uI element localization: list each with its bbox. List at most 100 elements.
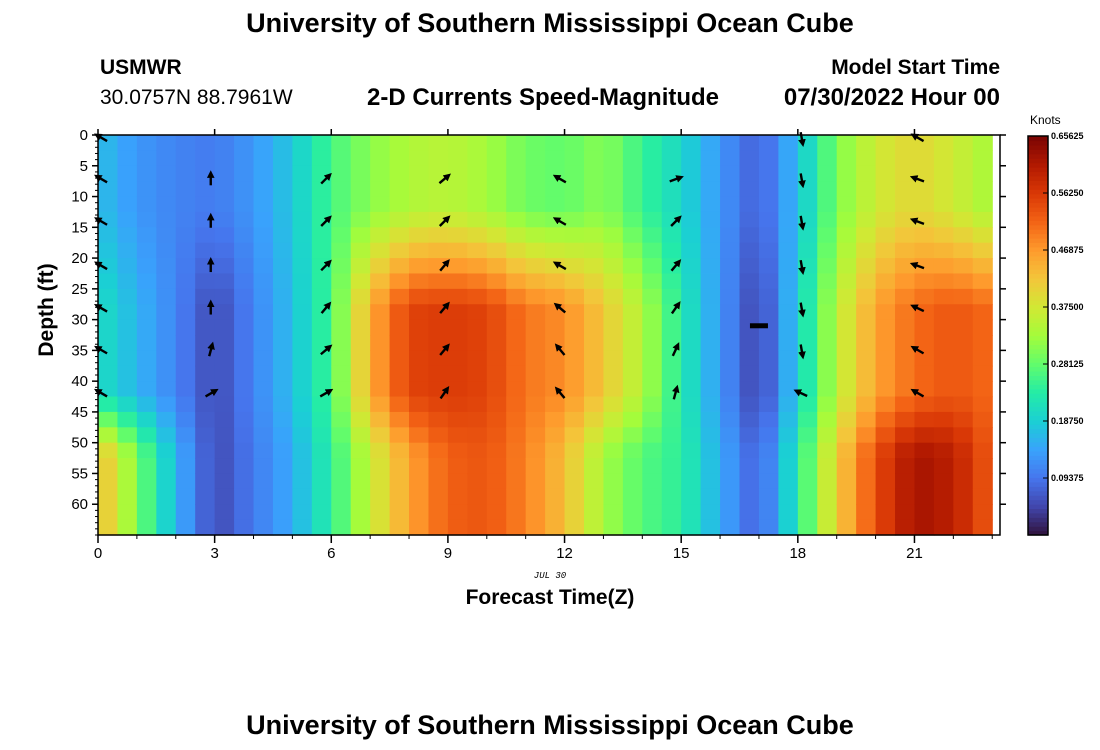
heatmap-cell [797, 427, 818, 444]
heatmap-cell [428, 504, 449, 521]
heatmap-cell [350, 519, 371, 536]
heatmap-cell [272, 473, 293, 490]
heatmap-cell [817, 504, 838, 521]
heatmap-cell [739, 150, 760, 167]
heatmap-cell [758, 165, 779, 182]
heatmap-cell [545, 196, 566, 213]
heatmap-cell [98, 381, 119, 398]
heatmap-cell [933, 196, 954, 213]
heatmap-cell [117, 150, 138, 167]
y-axis: 0 5 10 15 20 25 30 35 40 45 50 55 60 [71, 127, 1006, 536]
heatmap-cell [564, 504, 585, 521]
heatmap-cell [836, 288, 857, 305]
heatmap-cell [447, 411, 468, 428]
heatmap-cell [856, 519, 877, 536]
heatmap-cell [875, 365, 896, 382]
colorbar-segment [1028, 437, 1048, 443]
heatmap-cell [311, 504, 332, 521]
heatmap-cell [836, 427, 857, 444]
heatmap-cell [720, 196, 741, 213]
heatmap-cell [622, 319, 643, 336]
heatmap-cell [895, 196, 916, 213]
heatmap-cell [681, 473, 702, 490]
heatmap-cell [486, 288, 507, 305]
heatmap-cell [253, 242, 274, 259]
heatmap-cell [895, 350, 916, 367]
heatmap-cell [836, 165, 857, 182]
heatmap-cell [700, 242, 721, 259]
heatmap-cell [370, 150, 391, 167]
heatmap-cell [720, 165, 741, 182]
heatmap-cell [195, 442, 216, 459]
colorbar-segment [1028, 468, 1048, 474]
colorbar-tick-label: 0.46875 [1051, 245, 1084, 255]
heatmap-cell [311, 442, 332, 459]
heatmap-cell [389, 211, 410, 228]
heatmap-cell [292, 519, 313, 536]
heatmap-cell [856, 211, 877, 228]
y-tick-label: 40 [71, 373, 88, 390]
heatmap-cell [700, 196, 721, 213]
heatmap-cell [953, 273, 974, 290]
heatmap-cell [331, 350, 352, 367]
heatmap-cell [311, 150, 332, 167]
heatmap-cell [253, 335, 274, 351]
heatmap-cell [681, 227, 702, 244]
heatmap-cell [817, 427, 838, 444]
heatmap-cell [156, 442, 177, 459]
heatmap-cell [195, 458, 216, 475]
current-vector-arrow [438, 173, 451, 185]
colorbar-segment [1028, 269, 1048, 275]
heatmap-cell [370, 381, 391, 398]
heatmap-cell [603, 473, 624, 490]
heatmap-cell [506, 411, 527, 428]
heatmap-cell [486, 411, 507, 428]
current-vector-arrow [798, 259, 806, 276]
heatmap-cell [622, 488, 643, 505]
heatmap-cell [175, 427, 196, 444]
colorbar-segment [1028, 184, 1048, 190]
heatmap-cell [506, 150, 527, 167]
heatmap-cell [234, 135, 255, 151]
heatmap-cell [331, 319, 352, 336]
heatmap-cell [311, 519, 332, 536]
heatmap-cell [758, 135, 779, 151]
heatmap-cell [758, 181, 779, 198]
heatmap-cell [895, 211, 916, 228]
heatmap-cell [583, 335, 605, 351]
heatmap-cell [661, 504, 682, 521]
heatmap-cell [875, 150, 896, 167]
heatmap-cell [661, 350, 682, 367]
heatmap-cell [836, 488, 857, 505]
heatmap-cell [331, 273, 352, 290]
heatmap-cell [525, 196, 546, 213]
heatmap-cell [195, 135, 216, 151]
colorbar-segment [1028, 508, 1048, 514]
heatmap-cell [292, 181, 313, 198]
heatmap-cell [875, 165, 896, 182]
heatmap-cell [389, 350, 410, 367]
colorbar-segment [1028, 455, 1048, 461]
heatmap-cell [428, 150, 449, 167]
heatmap-cell [234, 211, 255, 228]
colorbar-segment [1028, 273, 1048, 279]
heatmap-cell [720, 135, 741, 151]
heatmap-cell [350, 411, 371, 428]
heatmap-cell [409, 442, 430, 459]
heatmap-cell [389, 273, 410, 290]
heatmap-cell [700, 227, 721, 244]
heatmap-cell [195, 427, 216, 444]
heatmap-cell [953, 258, 974, 275]
heatmap-cell [331, 442, 352, 459]
colorbar-segment [1028, 446, 1048, 452]
colorbar-segment [1028, 344, 1048, 350]
heatmap-cell [797, 165, 818, 182]
heatmap-cell [622, 442, 643, 459]
heatmap-cell [370, 273, 391, 290]
heatmap-cell [117, 335, 138, 351]
heatmap-cell [758, 365, 779, 382]
heatmap-cell [953, 427, 974, 444]
heatmap-cell [428, 427, 449, 444]
heatmap-cell [720, 150, 741, 167]
heatmap-cell [583, 273, 605, 290]
